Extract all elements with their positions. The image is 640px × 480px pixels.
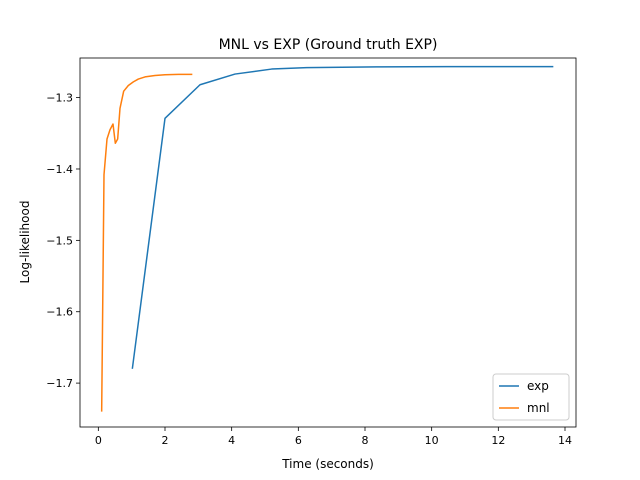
y-axis-label: Log-likelihood: [18, 201, 32, 284]
y-axis-ticks: −1.7 −1.6 −1.5 −1.4 −1.3: [46, 92, 80, 390]
x-tick-label: 14: [558, 434, 572, 447]
x-axis-ticks: 0 2 4 6 8 10 12 14: [95, 427, 572, 447]
x-tick-label: 6: [295, 434, 302, 447]
chart-title: MNL vs EXP (Ground truth EXP): [219, 37, 438, 53]
y-tick-label: −1.3: [46, 92, 73, 105]
x-tick-label: 10: [425, 434, 439, 447]
y-tick-label: −1.5: [46, 234, 73, 247]
y-tick-label: −1.6: [46, 306, 73, 319]
y-tick-label: −1.7: [46, 377, 73, 390]
legend: exp mnl: [492, 373, 570, 421]
legend-label-exp: exp: [527, 379, 549, 393]
x-axis-label: Time (seconds): [281, 457, 374, 471]
x-tick-label: 0: [95, 434, 102, 447]
series-line-mnl: [100, 73, 193, 412]
x-tick-label: 8: [362, 434, 369, 447]
x-tick-label: 2: [162, 434, 169, 447]
plot-area-frame: [79, 57, 577, 428]
y-tick-label: −1.4: [46, 163, 73, 176]
x-tick-label: 4: [228, 434, 235, 447]
x-tick-label: 12: [491, 434, 505, 447]
series-line-exp: [131, 65, 554, 369]
series-lines: [100, 65, 554, 412]
legend-label-mnl: mnl: [527, 401, 550, 415]
